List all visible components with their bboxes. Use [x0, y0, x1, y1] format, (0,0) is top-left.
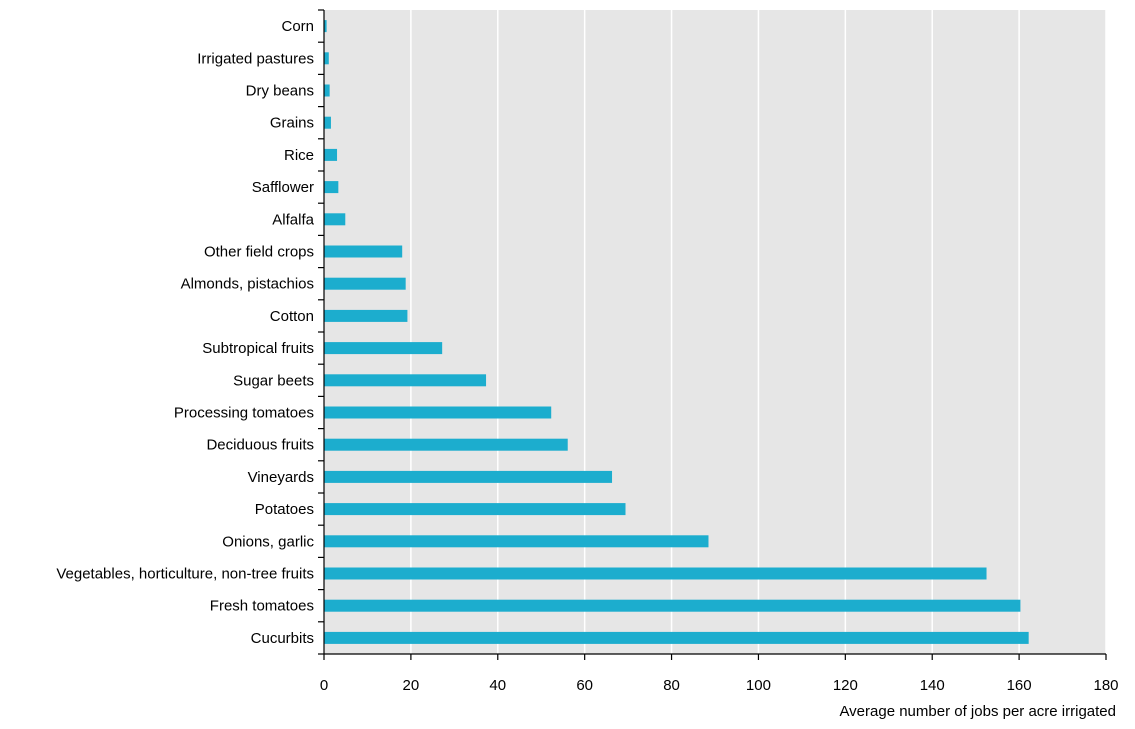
category-label-19: Cucurbits: [251, 630, 314, 647]
category-label-4: Rice: [284, 147, 314, 164]
category-label-9: Cotton: [270, 308, 314, 325]
category-label-11: Sugar beets: [233, 372, 314, 389]
category-label-13: Deciduous fruits: [206, 437, 314, 454]
x-tick-label-0: 0: [320, 677, 328, 694]
bar-9: [324, 309, 408, 322]
bar-2: [324, 84, 330, 97]
bar-17: [324, 567, 987, 580]
bar-8: [324, 277, 406, 290]
category-label-5: Safflower: [252, 179, 314, 196]
category-label-18: Fresh tomatoes: [210, 598, 314, 615]
category-label-15: Potatoes: [255, 501, 314, 518]
x-tick-label-8: 160: [1007, 677, 1032, 694]
category-label-8: Almonds, pistachios: [181, 276, 314, 293]
bar-12: [324, 406, 552, 419]
category-label-1: Irrigated pastures: [197, 50, 314, 67]
category-label-7: Other field crops: [204, 244, 314, 261]
bar-7: [324, 245, 403, 258]
y-tick-marks: [318, 9, 324, 655]
x-axis-title: Average number of jobs per acre irrigate…: [839, 703, 1116, 720]
bar-6: [324, 213, 346, 226]
category-labels: Corn Irrigated pastures Dry beans Grains Ric…: [56, 18, 314, 647]
bar-3: [324, 116, 331, 129]
x-tick-label-3: 60: [576, 677, 593, 694]
bar-11: [324, 374, 487, 387]
category-label-14: Vineyards: [248, 469, 314, 486]
bar-15: [324, 503, 626, 516]
x-tick-label-1: 20: [403, 677, 420, 694]
category-label-10: Subtropical fruits: [202, 340, 314, 357]
bars: [324, 20, 1029, 644]
gridlines: [410, 10, 1107, 654]
bar-0: [324, 20, 327, 33]
x-tick-labels: 0 20 40 60 80 100 120 140 160 180: [320, 677, 1119, 694]
category-label-12: Processing tomatoes: [174, 405, 314, 422]
bar-5: [324, 181, 339, 194]
bar-16: [324, 535, 709, 548]
category-label-2: Dry beans: [246, 83, 314, 100]
x-tick-label-5: 100: [746, 677, 771, 694]
plot-background: [324, 10, 1106, 654]
x-tick-label-2: 40: [489, 677, 506, 694]
category-label-3: Grains: [270, 115, 314, 132]
x-tick-label-9: 180: [1093, 677, 1118, 694]
category-label-16: Onions, garlic: [222, 533, 314, 550]
x-tick-marks: [323, 654, 1107, 660]
bar-4: [324, 148, 338, 161]
x-tick-label-7: 140: [920, 677, 945, 694]
bar-18: [324, 599, 1021, 612]
category-label-0: Corn: [281, 18, 314, 35]
bar-10: [324, 342, 443, 355]
x-tick-label-6: 120: [833, 677, 858, 694]
bar-14: [324, 470, 613, 483]
bar-13: [324, 438, 568, 451]
category-label-17: Vegetables, horticulture, non-tree fruit…: [56, 566, 314, 583]
category-label-6: Alfalfa: [272, 211, 314, 228]
x-tick-label-4: 80: [663, 677, 680, 694]
bar-1: [324, 52, 329, 65]
bar-19: [324, 631, 1029, 644]
